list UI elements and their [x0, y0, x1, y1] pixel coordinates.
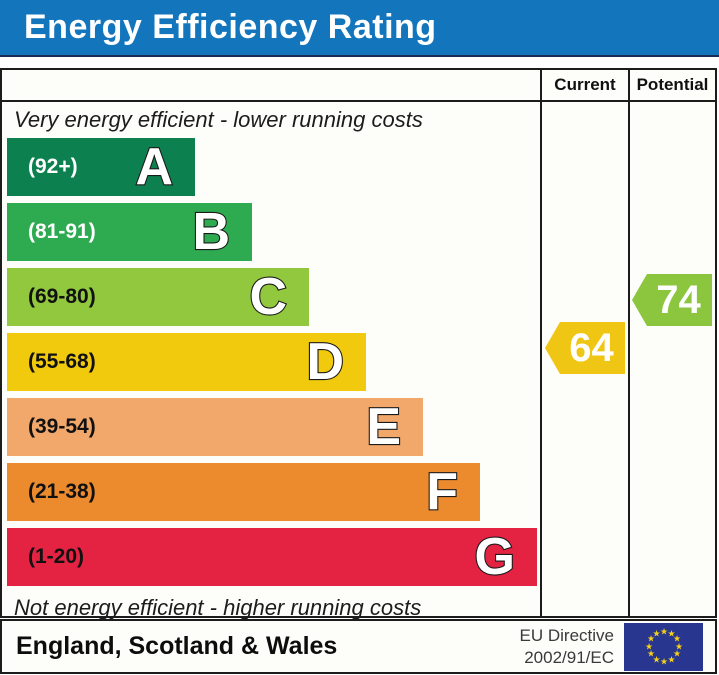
band-row-a: (92+) A [7, 137, 195, 197]
eu-star-icon: ★ [659, 626, 669, 636]
band-range-a: (92+) [28, 155, 78, 178]
current-rating-cell: 64 [540, 102, 628, 616]
potential-rating-value: 74 [656, 277, 701, 322]
potential-rating-pointer: 74 [632, 274, 712, 326]
caption-efficient: Very energy efficient - lower running co… [14, 107, 423, 132]
band-range-b: (81-91) [28, 220, 96, 243]
header-scale-spacer [2, 70, 540, 102]
band-letter-e: E [365, 397, 402, 457]
title-bar: Energy Efficiency Rating [0, 0, 719, 57]
band-range-c: (69-80) [28, 285, 96, 308]
eu-flag-icon: ★ ★ ★ ★ ★ ★ ★ ★ ★ ★ ★ ★ [624, 622, 703, 671]
band-letter-c: C [248, 267, 288, 327]
eu-star-icon: ★ [652, 654, 661, 664]
current-rating-value: 64 [569, 325, 614, 370]
band-row-b: (81-91) B [7, 202, 252, 262]
eu-star-icon: ★ [652, 628, 661, 638]
eu-directive-label: EU Directive 2002/91/EC [520, 625, 614, 668]
current-rating-pointer: 64 [545, 322, 625, 374]
band-letter-g: G [473, 527, 516, 587]
band-range-g: (1-20) [28, 545, 85, 568]
eu-star-icon: ★ [667, 628, 676, 638]
band-row-g: (1-20) G [7, 527, 537, 587]
region-label: England, Scotland & Wales [16, 632, 338, 660]
eu-directive-line1: EU Directive [519, 626, 614, 646]
band-row-e: (39-54) E [7, 397, 423, 457]
band-letter-b: B [191, 202, 231, 262]
footer-bar: England, Scotland & Wales EU Directive 2… [0, 619, 717, 674]
band-range-d: (55-68) [28, 350, 96, 373]
potential-rating-cell: 74 [628, 102, 715, 616]
eu-directive-line2: 2002/91/EC [524, 647, 614, 667]
eu-star-icon: ★ [644, 641, 654, 651]
band-letter-d: D [305, 332, 345, 392]
rating-scale-pane: Very energy efficient - lower running co… [2, 102, 540, 620]
epc-rating-table: Current Potential Very energy efficient … [0, 68, 717, 620]
eu-star-icon: ★ [672, 648, 682, 659]
band-row-c: (69-80) C [7, 267, 309, 327]
band-row-d: (55-68) D [7, 332, 366, 392]
band-range-e: (39-54) [28, 415, 96, 438]
eu-star-icon: ★ [646, 633, 656, 644]
band-range-f: (21-38) [28, 480, 96, 503]
caption-not-efficient: Not energy efficient - higher running co… [14, 595, 422, 620]
eu-star-icon: ★ [646, 648, 656, 659]
header-potential: Potential [628, 70, 715, 102]
eu-star-icon: ★ [674, 641, 684, 651]
eu-star-icon: ★ [659, 656, 669, 666]
page-title: Energy Efficiency Rating [24, 8, 437, 46]
eu-star-icon: ★ [672, 633, 682, 644]
header-current: Current [540, 70, 628, 102]
band-letter-a: A [134, 137, 174, 197]
eu-star-icon: ★ [667, 654, 676, 664]
band-letter-f: F [425, 462, 459, 522]
band-row-f: (21-38) F [7, 462, 480, 522]
